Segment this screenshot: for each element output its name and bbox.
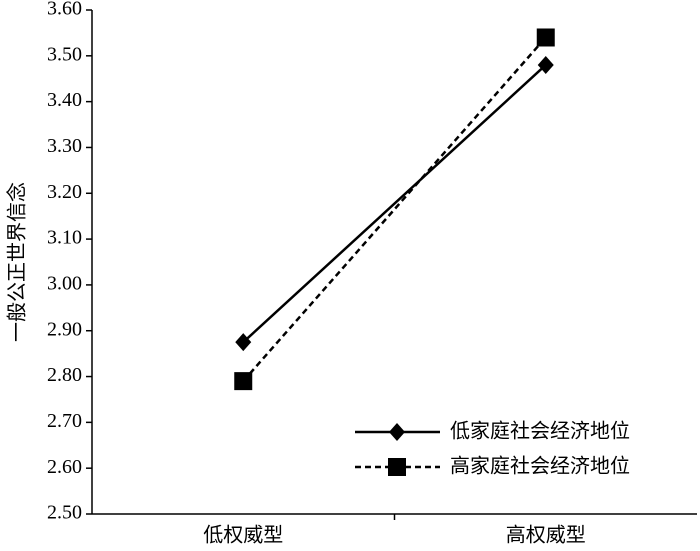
legend-marker [388, 458, 406, 476]
data-point [235, 333, 252, 352]
y-tick-label: 3.20 [47, 181, 82, 203]
x-tick-label: 高权威型 [506, 523, 586, 547]
y-tick-label: 2.70 [47, 410, 82, 432]
y-tick-label: 3.50 [47, 43, 82, 65]
data-point [536, 28, 555, 47]
y-tick-label: 3.60 [47, 0, 82, 20]
y-tick-label: 2.80 [47, 364, 82, 386]
legend-label: 低家庭社会经济地位 [450, 419, 630, 443]
y-tick-label: 3.00 [47, 273, 82, 295]
series-line [242, 64, 547, 344]
y-tick-label: 3.10 [47, 227, 82, 249]
x-tick-label: 低权威型 [203, 523, 283, 547]
y-tick-label: 2.90 [47, 318, 82, 340]
y-tick-label: 3.40 [47, 89, 82, 111]
y-tick-label: 3.30 [47, 135, 82, 157]
y-axis-label: 一般公正世界信念 [5, 182, 29, 342]
legend-marker [389, 423, 405, 441]
data-point [234, 372, 253, 391]
series-line [242, 36, 547, 382]
data-point [537, 55, 554, 74]
y-tick-label: 2.60 [47, 456, 82, 478]
y-tick-label: 2.50 [47, 502, 82, 524]
legend-label: 高家庭社会经济地位 [450, 454, 630, 478]
